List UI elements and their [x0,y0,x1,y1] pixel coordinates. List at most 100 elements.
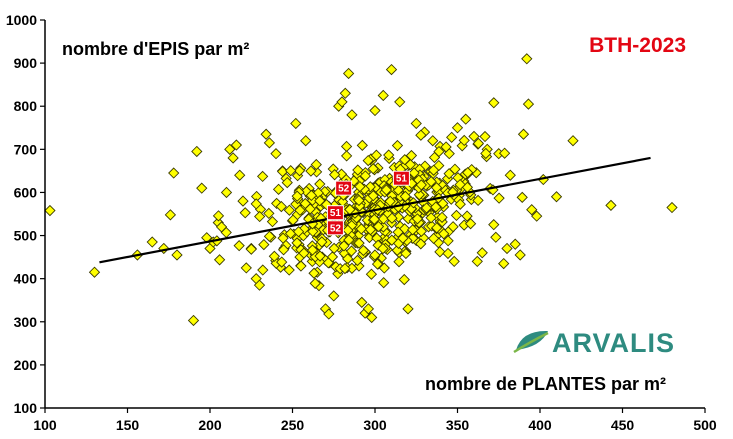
data-point [290,117,302,130]
data-point [431,222,443,234]
data-point [462,166,474,179]
data-point [234,169,246,181]
data-point [498,147,511,159]
data-point [357,244,370,257]
data-point [666,201,678,214]
data-point [397,232,409,244]
y-axis-ticks: 100 200 300 400 500 600 700 800 900 1000 [6,12,45,416]
data-point [369,104,381,117]
y-tick-label: 300 [14,314,38,330]
data-point [454,198,466,210]
data-point [369,249,381,261]
data-point [328,290,340,302]
data-point [354,180,366,193]
x-tick-label: 450 [611,417,635,433]
data-point [394,96,406,108]
data-point [346,109,358,121]
data-point [498,257,510,270]
data-point [171,249,183,261]
data-point [258,238,270,251]
data-point [339,87,351,99]
highlight-label: 52 [330,223,342,234]
data-point [353,237,365,249]
data-point [479,130,491,143]
data-point [406,224,419,236]
data-point [442,235,454,247]
data-point [270,148,282,160]
data-point [164,209,177,221]
data-point [438,228,450,240]
data-point [263,207,275,220]
data-point [283,204,296,216]
data-point [233,240,245,252]
data-point [430,201,442,213]
data-point [277,232,289,244]
data-point [550,191,563,203]
data-point [316,236,328,248]
data-point [304,203,316,215]
y-tick-label: 900 [14,55,38,71]
data-point [522,98,535,110]
highlight-marker [392,170,410,186]
y-tick-label: 400 [14,271,38,287]
data-point [605,199,617,212]
data-point [275,200,287,213]
data-point [420,202,433,214]
data-point [276,256,288,268]
data-point [345,245,358,257]
data-point [370,149,383,161]
data-point [531,210,543,222]
data-point [454,178,466,191]
data-point [342,224,354,236]
data-point [239,207,251,219]
data-point [451,122,464,134]
data-point [428,232,440,245]
data-point [356,296,368,309]
logo-swoosh-icon [513,331,549,354]
data-point [415,129,427,141]
data-point [526,204,538,216]
data-point [405,149,418,162]
data-point [392,226,404,238]
data-point [408,167,420,179]
data-point [402,213,414,225]
highlight-marker [326,205,344,221]
data-point [272,183,285,195]
highlight-label: 51 [396,174,408,185]
data-point [464,218,477,230]
data-point [300,185,312,198]
data-point [285,165,297,177]
data-point [298,247,310,259]
data-point [393,256,405,268]
data-point [413,189,425,201]
data-point [488,219,500,231]
data-point [380,184,393,196]
data-point [359,170,371,182]
data-point [365,268,378,280]
data-point [212,210,225,222]
highlight-markers: 52 51 51 52 [326,170,410,236]
data-point [326,251,339,263]
x-tick-label: 250 [281,417,305,433]
data-point [427,164,440,176]
data-point [386,212,398,224]
data-point [460,113,472,125]
data-point [378,277,390,289]
data-point [356,139,368,152]
x-tick-label: 100 [33,417,57,433]
data-point [254,210,266,223]
data-point [253,279,266,291]
data-point [354,200,366,212]
data-point [338,240,350,252]
data-point [266,216,279,228]
x-tick-label: 150 [116,417,140,433]
data-point [294,204,306,216]
x-tick-label: 400 [528,417,552,433]
data-point [355,223,367,235]
data-point [516,191,528,204]
data-point [468,130,480,143]
data-point [368,213,380,226]
data-point [256,170,269,183]
data-point [402,303,414,315]
